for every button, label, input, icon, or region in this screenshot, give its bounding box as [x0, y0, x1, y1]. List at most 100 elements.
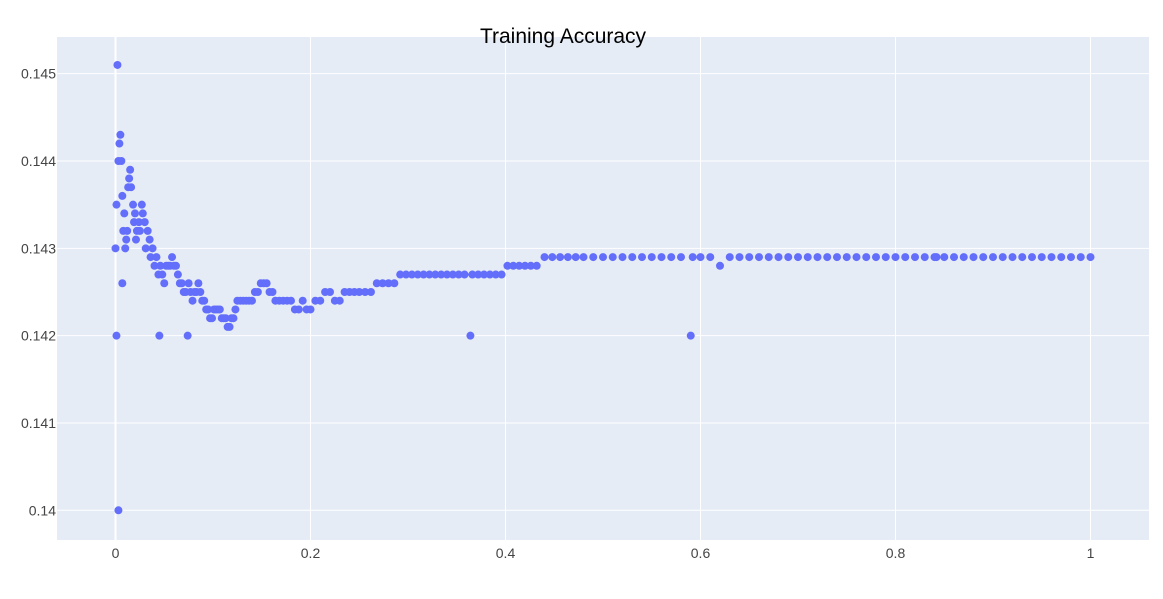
data-point [431, 270, 440, 279]
data-point [1067, 253, 1075, 262]
data-point [114, 506, 123, 515]
data-point [112, 200, 121, 209]
data-point [123, 226, 132, 235]
data-point [628, 253, 637, 262]
data-point [125, 174, 134, 183]
data-point [221, 314, 230, 323]
data-point [657, 253, 666, 262]
data-point [735, 253, 744, 262]
data-point [204, 305, 213, 314]
data-point [784, 253, 793, 262]
chart-title: Training Accuracy [480, 25, 647, 48]
data-point [121, 244, 130, 253]
data-point [425, 270, 434, 279]
data-point [755, 253, 763, 262]
data-point [563, 253, 572, 262]
data-point [231, 305, 240, 314]
data-point [355, 287, 364, 296]
data-point [129, 200, 138, 209]
data-point [959, 253, 968, 262]
y-tick-label: 0.144 [21, 153, 56, 169]
data-point [474, 270, 483, 279]
x-tick-label: 0.6 [691, 545, 711, 561]
y-axis-ticks: 0.14 0.141 0.142 0.143 0.144 0.145 [21, 66, 56, 519]
data-point [813, 253, 822, 262]
data-point [134, 218, 143, 227]
data-point [148, 244, 157, 253]
data-point [127, 183, 136, 192]
data-point [480, 270, 489, 279]
grid-lines [57, 37, 1149, 540]
data-point [548, 253, 557, 262]
scatter-points [111, 60, 1095, 515]
data-point [316, 296, 325, 305]
data-point [143, 226, 152, 235]
y-tick-label: 0.141 [21, 415, 56, 431]
data-point [638, 253, 646, 262]
data-point [774, 253, 783, 262]
data-point [413, 270, 422, 279]
x-tick-label: 1 [1087, 545, 1095, 561]
data-point [146, 253, 155, 262]
y-tick-label: 0.14 [29, 502, 56, 518]
data-point [111, 244, 120, 253]
data-point [138, 209, 147, 218]
data-point [901, 253, 910, 262]
data-point [372, 279, 381, 288]
data-point [156, 261, 165, 270]
data-point [419, 270, 428, 279]
data-point [706, 253, 715, 262]
data-point [141, 244, 150, 253]
data-point [599, 253, 607, 262]
data-point [287, 296, 295, 305]
data-point [225, 322, 234, 331]
data-point [1086, 253, 1095, 262]
data-point [402, 270, 411, 279]
data-point [667, 253, 676, 262]
data-point [618, 253, 627, 262]
data-point [248, 296, 256, 305]
data-point [188, 296, 197, 305]
data-point [229, 314, 238, 323]
data-point [521, 261, 529, 270]
data-point [950, 253, 958, 262]
data-point [764, 253, 773, 262]
data-point [647, 253, 656, 262]
data-point [140, 218, 149, 227]
data-point [497, 270, 506, 279]
data-point [113, 60, 122, 69]
data-point [823, 253, 832, 262]
data-point [571, 253, 580, 262]
data-point [842, 253, 851, 262]
data-point [862, 253, 871, 262]
data-point [891, 253, 900, 262]
data-point [384, 279, 393, 288]
data-point [366, 287, 375, 296]
data-point [158, 270, 167, 279]
x-tick-label: 0.4 [496, 545, 516, 561]
data-point [979, 253, 988, 262]
plot-area-background [57, 37, 1149, 540]
data-point [872, 253, 880, 262]
data-point [526, 261, 535, 270]
y-tick-label: 0.142 [21, 328, 56, 344]
data-point [378, 279, 387, 288]
data-point [852, 253, 861, 262]
x-tick-label: 0 [112, 545, 120, 561]
data-point [137, 200, 146, 209]
data-point [468, 270, 477, 279]
data-point [1008, 253, 1017, 262]
data-point [466, 331, 475, 340]
data-point [1057, 253, 1066, 262]
data-point [145, 235, 154, 244]
data-point [173, 270, 182, 279]
data-point [253, 287, 262, 296]
data-point [335, 296, 344, 305]
data-point [215, 305, 224, 314]
data-point [306, 305, 315, 314]
data-point [294, 305, 303, 314]
data-point [515, 261, 524, 270]
data-point [833, 253, 841, 262]
data-point [361, 287, 370, 296]
